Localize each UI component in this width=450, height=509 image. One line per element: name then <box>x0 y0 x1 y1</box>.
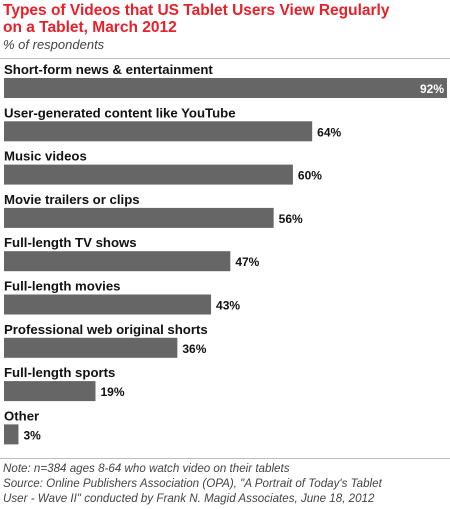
bar <box>4 121 313 142</box>
value-label: 56% <box>279 212 303 226</box>
value-label: 43% <box>216 299 240 313</box>
bar <box>4 381 96 402</box>
bar <box>4 78 447 98</box>
top-rule <box>0 58 450 59</box>
bottom-rule <box>0 458 450 459</box>
category-label: User-generated content like YouTube <box>4 105 236 120</box>
note-text: Note: n=384 ages 8-64 who watch video on… <box>3 462 290 475</box>
bar <box>4 251 231 272</box>
value-label: 92% <box>420 82 444 96</box>
category-label: Full-length sports <box>4 365 115 380</box>
value-label: 3% <box>23 428 41 442</box>
category-label: Music videos <box>4 149 87 164</box>
category-label: Short-form news & entertainment <box>4 62 213 77</box>
source-text-line2: User - Wave II" conducted by Frank N. Ma… <box>3 492 375 505</box>
value-label: 47% <box>235 255 259 269</box>
category-label: Full-length TV shows <box>4 235 137 250</box>
bar <box>4 207 274 228</box>
category-label: Professional web original shorts <box>4 322 208 337</box>
source-text-line1: Source: Online Publishers Association (O… <box>3 477 382 490</box>
chart-title-line2: on a Tablet, March 2012 <box>3 19 177 36</box>
chart-subtitle: % of respondents <box>3 37 105 52</box>
category-label: Other <box>4 408 39 423</box>
chart-title: Types of Videos that US Tablet Users Vie… <box>3 2 443 36</box>
bar <box>4 337 178 358</box>
bar <box>4 294 212 315</box>
chart-notes: Note: n=384 ages 8-64 who watch video on… <box>3 461 447 506</box>
bar-chart: Short-form news & entertainment 92% User-g… <box>4 62 447 445</box>
chart-title-line1: Types of Videos that US Tablet Users Vie… <box>3 2 390 19</box>
value-label: 36% <box>182 342 206 356</box>
value-label: 60% <box>298 169 322 183</box>
bar <box>4 424 19 445</box>
bar <box>4 164 293 185</box>
value-label: 64% <box>317 125 341 139</box>
category-label: Full-length movies <box>4 279 121 294</box>
value-label: 19% <box>100 385 124 399</box>
category-label: Movie trailers or clips <box>4 192 140 207</box>
